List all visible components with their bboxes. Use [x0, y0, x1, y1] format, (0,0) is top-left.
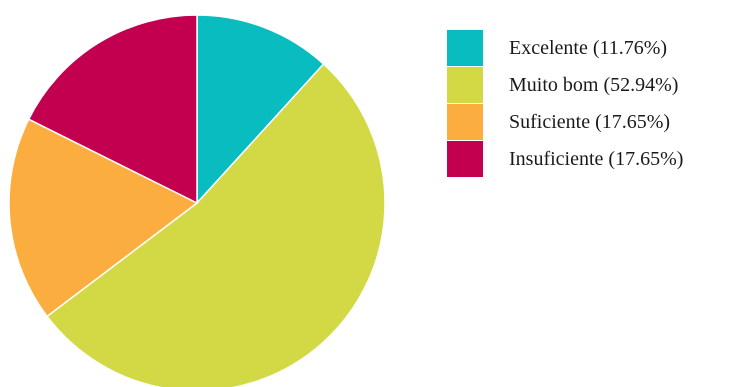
pie-slice-insuficiente — [27, 14, 198, 204]
legend-swatch-muito-bom — [447, 67, 483, 103]
pie-slice-suficiente — [8, 118, 198, 318]
pie-slice-muito-bom — [46, 63, 386, 387]
pie-slice-excelente — [196, 14, 325, 204]
legend-label-muito-bom: Muito bom (52.94%) — [509, 73, 679, 96]
legend-swatch-excelente — [447, 30, 483, 66]
legend-item-muito-bom: Muito bom (52.94%) — [447, 67, 683, 103]
legend-label-excelente: Excelente (11.76%) — [509, 36, 668, 59]
legend-item-insuficiente: Insuficiente (17.65%) — [447, 141, 683, 177]
chart-legend: Excelente (11.76%) Muito bom (52.94%) Su… — [447, 30, 683, 178]
legend-swatch-suficiente — [447, 104, 483, 140]
legend-item-excelente: Excelente (11.76%) — [447, 30, 683, 66]
legend-item-suficiente: Suficiente (17.65%) — [447, 104, 683, 140]
legend-label-suficiente: Suficiente (17.65%) — [509, 110, 671, 133]
legend-swatch-insuficiente — [447, 141, 483, 177]
legend-label-insuficiente: Insuficiente (17.65%) — [509, 147, 684, 170]
